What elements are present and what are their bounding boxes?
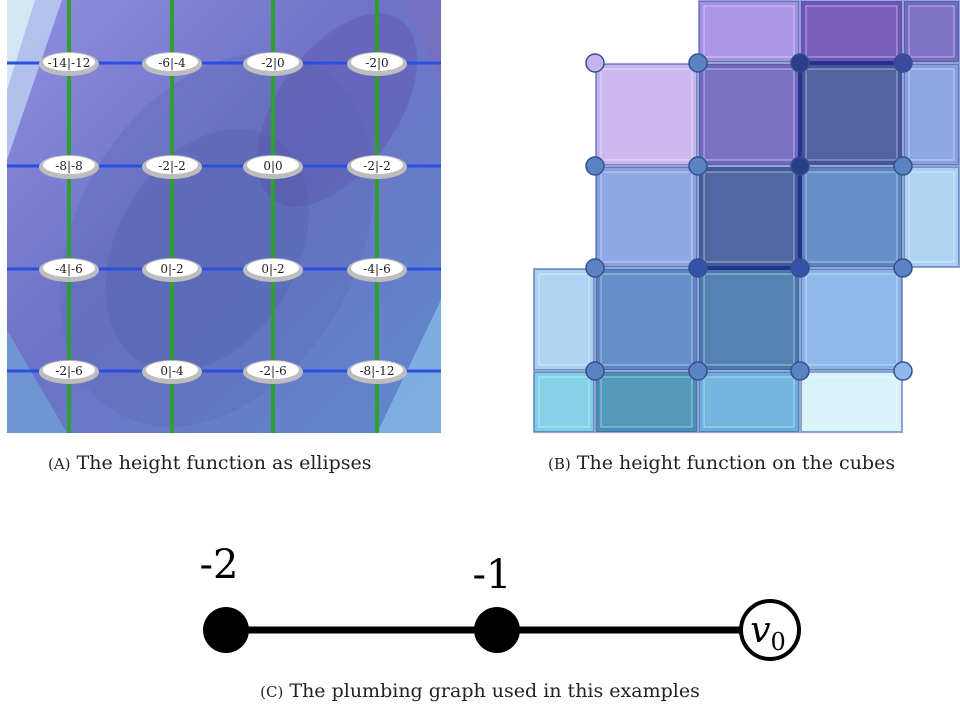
caption-a: (A) The height function as ellipses <box>48 452 372 474</box>
height-label: -6|-4 <box>158 56 186 70</box>
cube-vertex <box>688 156 708 176</box>
cube-vertex <box>893 53 913 73</box>
cube-cell <box>800 371 903 433</box>
cube-cell-inner <box>703 5 795 58</box>
cube-cell-inner <box>805 273 898 366</box>
height-label: -8|-8 <box>55 159 82 173</box>
height-label: -4|-6 <box>363 262 390 276</box>
height-label: -2|0 <box>365 56 388 70</box>
cube-cell <box>698 371 800 433</box>
cube-vertex <box>585 258 605 278</box>
cube-cell-inner <box>703 273 795 366</box>
cube-cell <box>698 268 800 371</box>
height-ellipse: -8|-8 <box>39 155 99 179</box>
cube-vertex <box>585 361 605 381</box>
height-label: 0|0 <box>263 159 282 173</box>
v0-label: v0 <box>750 610 786 656</box>
height-ellipse: -4|-6 <box>347 258 407 282</box>
graph-node-1 <box>203 607 249 653</box>
height-ellipse: -2|0 <box>243 52 303 76</box>
graph-node-v0 <box>739 599 801 661</box>
cube-cell-inner <box>600 68 693 161</box>
cube-cell <box>595 166 698 268</box>
height-ellipse: -2|-6 <box>243 360 303 384</box>
cube-cell <box>800 166 903 268</box>
height-label: 0|-4 <box>160 364 184 378</box>
cube-cell <box>533 268 595 371</box>
height-ellipse: 0|0 <box>243 155 303 179</box>
cube-cell-inner <box>538 273 590 366</box>
cube-cell-inner <box>600 273 693 366</box>
cube-cell-inner <box>908 68 955 161</box>
cube-vertex <box>688 53 708 73</box>
cube-cell-inner <box>703 376 795 428</box>
height-ellipse: 0|-4 <box>142 360 202 384</box>
cube-cell <box>595 63 698 166</box>
cube-cell-inner <box>703 68 795 161</box>
height-ellipse: -4|-6 <box>39 258 99 282</box>
cube-cell <box>698 0 800 63</box>
height-ellipse: 0|-2 <box>142 258 202 282</box>
height-ellipse: -2|-6 <box>39 360 99 384</box>
height-ellipse: -2|-2 <box>142 155 202 179</box>
cube-cell <box>595 371 698 433</box>
cube-cell-inner <box>908 171 955 263</box>
cube-vertex <box>585 156 605 176</box>
node-1-weight: -2 <box>200 542 239 588</box>
height-label: 0|-2 <box>261 262 284 276</box>
height-label: -2|-6 <box>259 364 286 378</box>
cube-cell <box>800 0 903 63</box>
cube-vertex <box>790 361 810 381</box>
cube-cell-inner <box>703 171 795 263</box>
height-label: -2|-2 <box>158 159 185 173</box>
caption-b: (B) The height function on the cubes <box>548 452 896 474</box>
cube-vertex <box>790 258 810 278</box>
height-label: 0|-2 <box>160 262 183 276</box>
cube-cell-inner <box>805 5 898 58</box>
height-ellipse: -6|-4 <box>142 52 202 76</box>
cube-cell <box>698 63 800 166</box>
height-label: -2|0 <box>261 56 284 70</box>
cube-vertex <box>688 258 708 278</box>
cube-vertex <box>688 361 708 381</box>
cube-cell-inner <box>805 376 898 428</box>
height-ellipse: -2|0 <box>347 52 407 76</box>
height-ellipse: -2|-2 <box>347 155 407 179</box>
cube-vertex <box>893 156 913 176</box>
height-label: -4|-6 <box>55 262 82 276</box>
panel-c-plumbing-graph: -2 -1 v0 <box>0 530 960 680</box>
cube-cell-inner <box>805 171 898 263</box>
panel-b-cube-height-figure <box>533 0 960 433</box>
cube-cell <box>533 371 595 433</box>
cube-cell <box>903 166 960 268</box>
caption-c: (C) The plumbing graph used in this exam… <box>260 680 700 702</box>
height-ellipse: -8|-12 <box>347 360 407 384</box>
cube-vertex <box>893 258 913 278</box>
cube-cell <box>903 0 960 63</box>
cube-vertex <box>790 53 810 73</box>
node-2-weight: -1 <box>473 552 512 598</box>
cube-cell-inner <box>600 171 693 263</box>
cube-cell <box>595 268 698 371</box>
height-label: -2|-6 <box>55 364 82 378</box>
cube-cell-inner <box>538 376 590 428</box>
cube-cell <box>800 63 903 166</box>
cube-vertex <box>893 361 913 381</box>
height-label: -14|-12 <box>48 56 91 70</box>
cube-cell <box>903 63 960 166</box>
cube-vertex <box>585 53 605 73</box>
cube-cell-inner <box>908 5 955 58</box>
graph-node-2 <box>474 607 520 653</box>
cube-vertex <box>790 156 810 176</box>
height-label: -2|-2 <box>363 159 390 173</box>
height-ellipse: -14|-12 <box>39 52 99 76</box>
cube-cell <box>800 268 903 371</box>
panel-a-ellipse-height-figure: -14|-12 -6|-4 -2|0 -2|0 -8|-8 -2|-2 0|0 -2|-2 -4… <box>7 0 441 433</box>
height-ellipse: 0|-2 <box>243 258 303 282</box>
cube-cell-inner <box>600 376 693 428</box>
cube-cell-inner <box>805 68 898 161</box>
height-label: -8|-12 <box>359 364 394 378</box>
